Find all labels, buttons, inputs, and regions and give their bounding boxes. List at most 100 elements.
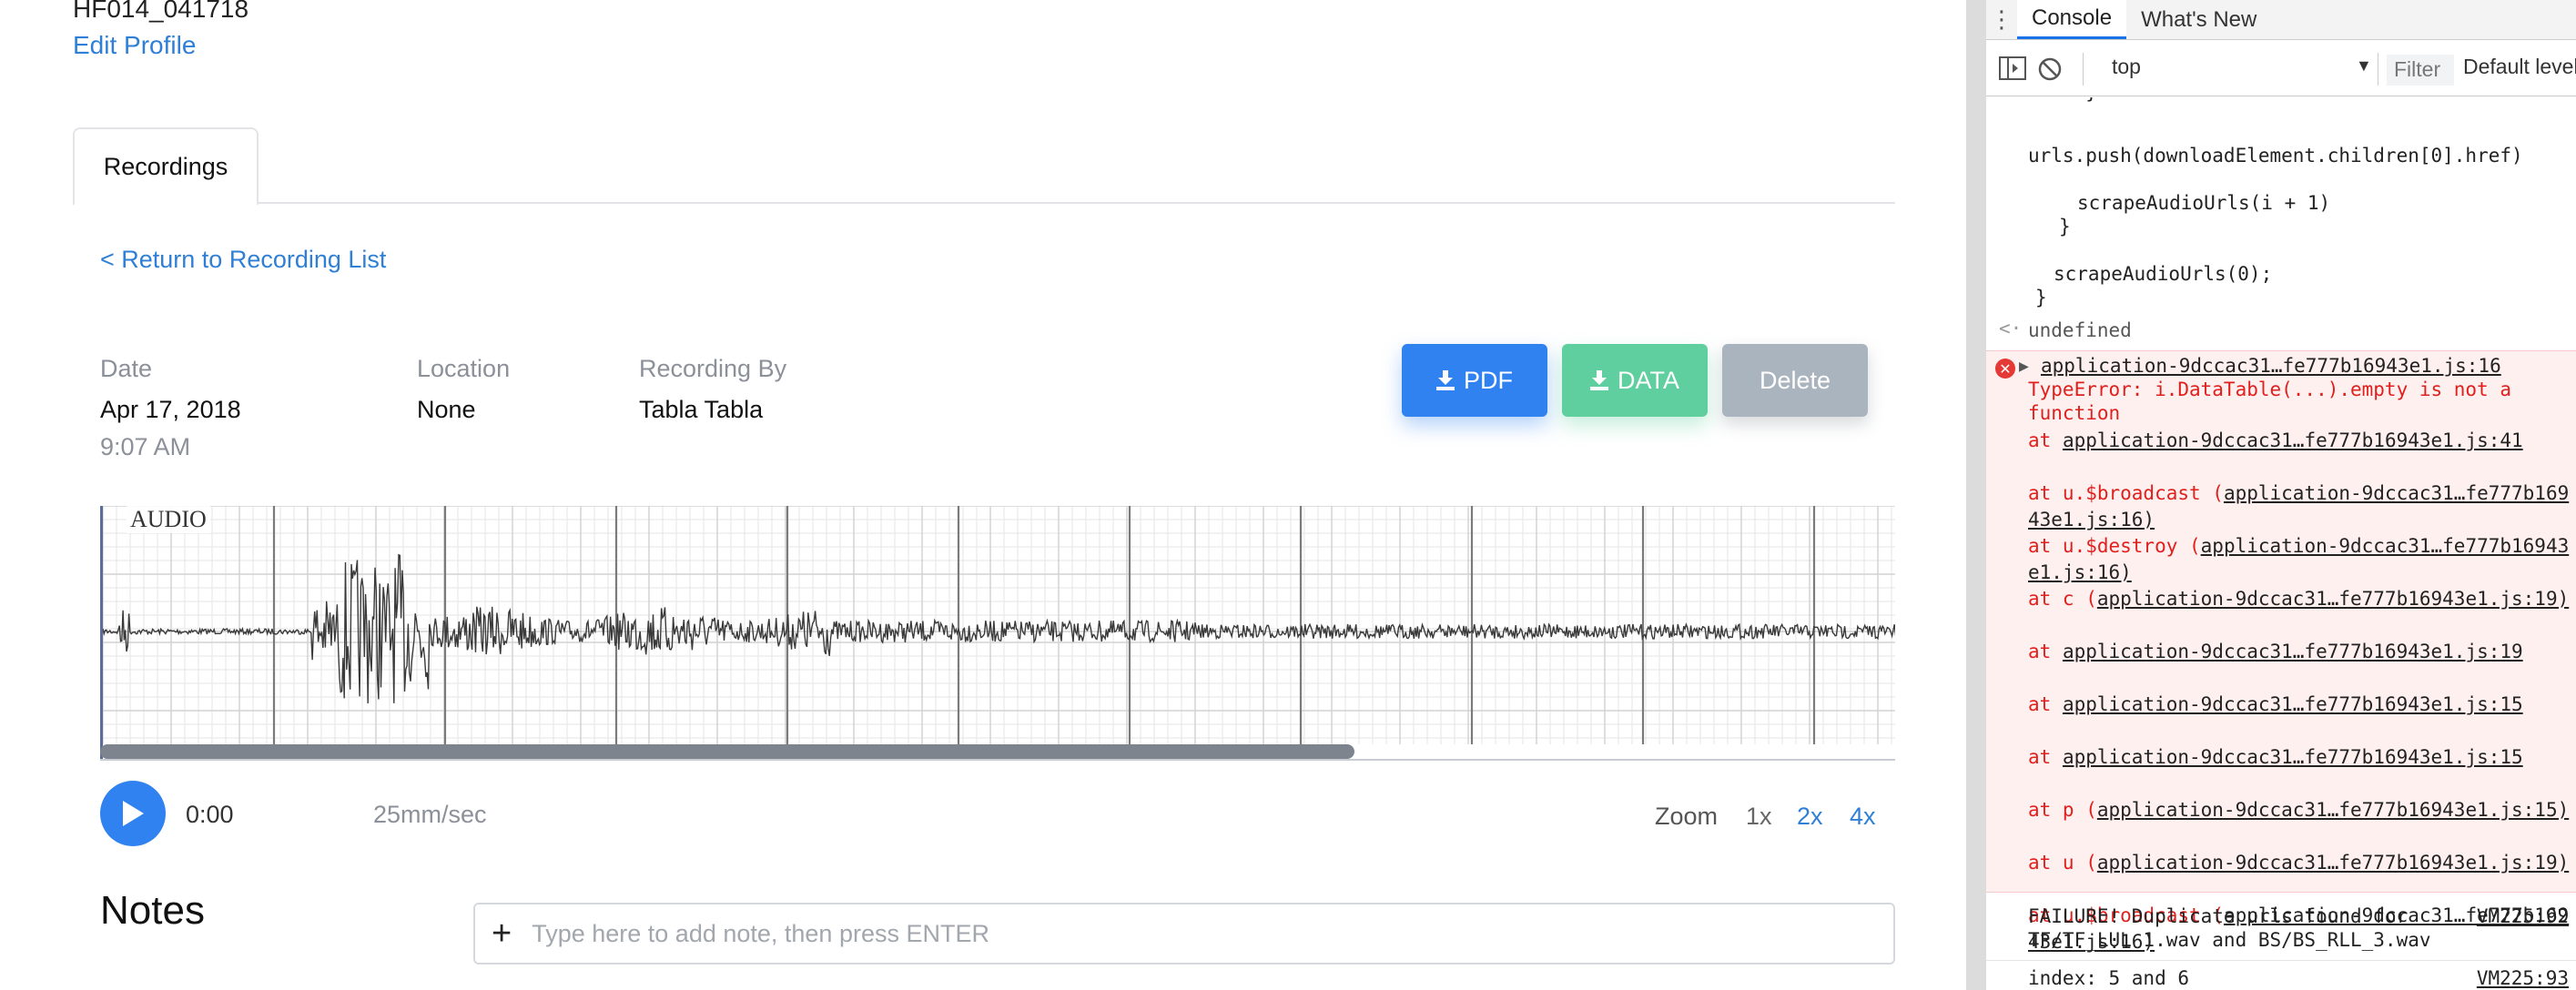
tab-console[interactable]: Console xyxy=(2017,0,2127,39)
delete-button-label: Delete xyxy=(1759,366,1831,394)
failure-message-line2: TF/TF_LUL_1.wav and BS/BS_RLL_3.wav xyxy=(2028,929,2431,951)
code-fragment: } xyxy=(2028,97,2097,103)
stack-frame-prefix: at xyxy=(2028,746,2063,768)
index-source-link[interactable]: VM225:93 xyxy=(2476,967,2569,989)
stack-frame-prefix: at u.$destroy ( xyxy=(2028,535,2201,557)
note-input-box[interactable]: + xyxy=(473,903,1895,965)
stack-frame-prefix: at u.$broadcast ( xyxy=(2028,904,2224,926)
playback-time: 0:00 xyxy=(186,801,234,828)
waveform-graph xyxy=(103,506,1895,744)
recording-by-value: Tabla Tabla xyxy=(639,396,764,423)
patient-id: HF014_041718 xyxy=(73,0,249,23)
stack-frame: at p (application-9dccac31…fe777b16943e1… xyxy=(2028,797,2574,823)
plus-icon: + xyxy=(492,914,512,953)
note-input[interactable] xyxy=(532,919,1807,948)
location-field: Location None xyxy=(417,355,510,424)
zoom-1x[interactable]: 1x xyxy=(1746,803,1772,830)
stack-frame: at u.$broadcast (application-9dccac31…fe… xyxy=(2028,903,2574,955)
devtools-panel: ⋮ Console What's New top ▼ Filter Defaul… xyxy=(1966,0,2576,990)
console-code-line: scrapeAudioUrls(0); xyxy=(2054,263,2273,285)
edit-profile-link[interactable]: Edit Profile xyxy=(73,31,197,59)
stack-frame-link[interactable]: application-9dccac31…fe777b16943e1.js:15 xyxy=(2062,746,2523,768)
expand-triangle-icon[interactable]: ▶ xyxy=(2019,357,2029,376)
console-divider xyxy=(1986,960,2576,961)
kebab-menu-icon[interactable]: ⋮ xyxy=(1990,5,2013,33)
download-icon xyxy=(1436,370,1455,390)
stack-frame-link[interactable]: application-9dccac31…fe777b16943e1.js:16… xyxy=(2028,904,2570,953)
error-icon: ✕ xyxy=(1995,359,2015,379)
notes-title: Notes xyxy=(100,888,205,933)
console-code-line: urls.push(downloadElement.children[0].hr… xyxy=(2028,145,2523,167)
stack-frame: at u (application-9dccac31…fe777b16943e1… xyxy=(2028,850,2574,876)
zoom-2x[interactable]: 2x xyxy=(1797,803,1823,830)
download-icon xyxy=(1589,370,1608,390)
console-return-value: undefined xyxy=(2028,319,2132,341)
date-label: Date xyxy=(100,355,153,382)
dropdown-caret-icon[interactable]: ▼ xyxy=(2356,56,2372,75)
tab-bar: Recordings xyxy=(73,127,1895,206)
stack-frame-link[interactable]: application-9dccac31…fe777b16943e1.js:19… xyxy=(2096,852,2570,874)
data-download-button[interactable]: DATA xyxy=(1562,344,1708,417)
stack-frame-prefix: at u.$broadcast ( xyxy=(2028,482,2224,504)
paper-speed: 25mm/sec xyxy=(373,801,487,828)
log-level-select[interactable]: Default levels xyxy=(2463,55,2576,78)
time-value: 9:07 AM xyxy=(100,433,191,460)
context-select[interactable]: top xyxy=(2112,55,2141,78)
stack-frame-link[interactable]: application-9dccac31…fe777b16943e1.js:16… xyxy=(2028,482,2570,530)
stack-frame-link[interactable]: application-9dccac31…fe777b16943e1.js:16… xyxy=(2028,535,2570,583)
stack-frame-link[interactable]: application-9dccac31…fe777b16943e1.js:41 xyxy=(2062,429,2523,451)
recording-by-field: Recording By Tabla Tabla xyxy=(639,355,786,424)
return-arrow-icon: <· xyxy=(1999,318,2023,339)
failure-message-line1: FAILURE! Duplicate urls found for xyxy=(2028,905,2409,927)
console-code-line: } xyxy=(2035,287,2047,308)
data-button-label: DATA xyxy=(1617,366,1679,394)
console-error-entry[interactable]: ✕ ▶ application-9dccac31…fe777b16943e1.j… xyxy=(1986,350,2576,953)
stack-frame-link[interactable]: application-9dccac31…fe777b16943e1.js:15… xyxy=(2096,799,2570,821)
stack-frame-prefix: at c ( xyxy=(2028,588,2097,610)
stack-frame: at u.$destroy (application-9dccac31…fe77… xyxy=(2028,533,2574,586)
stack-frame-link[interactable]: application-9dccac31…fe777b16943e1.js:19… xyxy=(2096,588,2570,610)
stack-frame: at application-9dccac31…fe777b16943e1.js… xyxy=(2028,744,2574,771)
stack-frame-prefix: at p ( xyxy=(2028,799,2097,821)
console-code-line: scrapeAudioUrls(i + 1) xyxy=(2077,192,2331,214)
stack-frame: at application-9dccac31…fe777b16943e1.js… xyxy=(2028,692,2574,718)
stack-frame: at application-9dccac31…fe777b16943e1.js… xyxy=(2028,639,2574,665)
console-output[interactable]: } urls.push(downloadElement.children[0].… xyxy=(1986,97,2576,990)
tab-recordings[interactable]: Recordings xyxy=(73,127,259,206)
pdf-download-button[interactable]: PDF xyxy=(1402,344,1547,417)
stack-frame-prefix: at xyxy=(2028,693,2063,715)
date-value: Apr 17, 2018 xyxy=(100,396,241,423)
stack-frame-link[interactable]: application-9dccac31…fe777b16943e1.js:15 xyxy=(2062,693,2523,715)
sidebar-toggle-icon[interactable] xyxy=(1999,56,2026,80)
stack-frame: at application-9dccac31…fe777b16943e1.js… xyxy=(2028,428,2574,454)
stack-frame: at u.$broadcast (application-9dccac31…fe… xyxy=(2028,480,2574,533)
location-value: None xyxy=(417,396,476,423)
toolbar-divider xyxy=(2083,53,2084,86)
play-icon xyxy=(123,801,144,826)
error-message-line2: function xyxy=(2028,402,2121,424)
error-source-link[interactable]: application-9dccac31…fe777b16943e1.js:16 xyxy=(2041,355,2501,377)
stack-frame-prefix: at xyxy=(2028,429,2063,451)
waveform-scrollbar[interactable] xyxy=(100,742,1895,761)
scrollbar-thumb[interactable] xyxy=(100,744,1354,759)
zoom-4x[interactable]: 4x xyxy=(1850,803,1876,830)
pdf-button-label: PDF xyxy=(1464,366,1513,394)
recording-by-label: Recording By xyxy=(639,355,787,382)
error-message-line1: TypeError: i.DataTable(...).empty is not… xyxy=(2028,379,2512,400)
waveform-signal xyxy=(103,553,1895,704)
recording-app: HF014_041718 Edit Profile Recordings < R… xyxy=(73,0,1895,965)
date-field: Date Apr 17, 2018 9:07 AM xyxy=(100,355,241,461)
tab-whats-new[interactable]: What's New xyxy=(2141,6,2257,32)
audio-label: AUDIO xyxy=(127,506,210,533)
index-message: index: 5 and 6 xyxy=(2028,967,2190,989)
stack-frame-prefix: at xyxy=(2028,641,2063,662)
play-button[interactable] xyxy=(100,781,166,846)
stack-frame-prefix: at u ( xyxy=(2028,852,2097,874)
clear-console-icon[interactable] xyxy=(2037,56,2063,82)
filter-input[interactable]: Filter xyxy=(2387,55,2454,86)
audio-waveform[interactable]: AUDIO xyxy=(100,506,1895,761)
return-to-recording-list-link[interactable]: < Return to Recording List xyxy=(100,246,387,273)
failure-source-link[interactable]: VM225:92 xyxy=(2476,905,2569,927)
stack-frame-link[interactable]: application-9dccac31…fe777b16943e1.js:19 xyxy=(2062,641,2523,662)
delete-button[interactable]: Delete xyxy=(1722,344,1868,417)
